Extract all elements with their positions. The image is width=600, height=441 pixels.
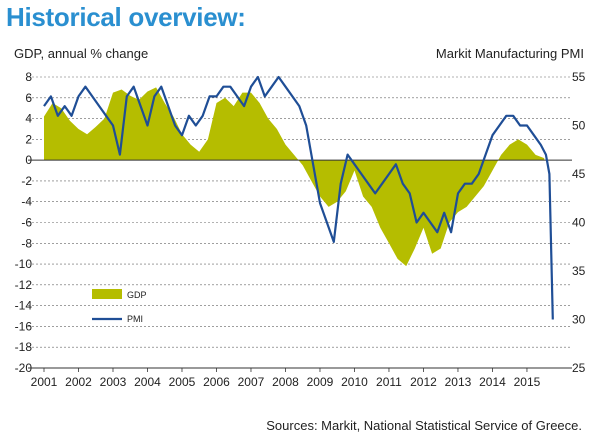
- x-tick-label: 2014: [479, 375, 506, 389]
- y2-tick-label: 25: [572, 361, 586, 375]
- x-tick-label: 2008: [272, 375, 299, 389]
- x-tick-label: 2003: [100, 375, 127, 389]
- y2-tick-label: 35: [572, 264, 586, 278]
- y-axis-label-left: GDP, annual % change: [14, 46, 149, 61]
- legend-label-pmi: PMI: [127, 314, 143, 324]
- y2-tick-label: 50: [572, 119, 586, 133]
- y-tick-label: 6: [25, 91, 32, 105]
- y2-tick-label: 45: [572, 167, 586, 181]
- y-tick-label: 2: [25, 132, 32, 146]
- y-tick-label: 4: [25, 112, 32, 126]
- x-tick-label: 2004: [134, 375, 161, 389]
- pmi-line: [43, 75, 554, 320]
- y-tick-label: 8: [25, 70, 32, 84]
- y-tick-label: -2: [21, 174, 32, 188]
- y-tick-label: -10: [15, 257, 33, 271]
- y-tick-label: -18: [15, 340, 33, 354]
- legend-swatch-gdp: [92, 289, 122, 299]
- x-tick-label: 2006: [203, 375, 230, 389]
- x-tick-label: 2015: [514, 375, 541, 389]
- x-tick-label: 2002: [65, 375, 92, 389]
- y2-tick-label: 40: [572, 216, 586, 230]
- y-tick-label: -14: [15, 299, 33, 313]
- page-title: Historical overview:: [6, 2, 246, 32]
- x-tick-label: 2009: [307, 375, 334, 389]
- y-tick-label: -12: [15, 278, 33, 292]
- x-tick-label: 2001: [31, 375, 58, 389]
- y-tick-label: -16: [15, 319, 33, 333]
- source-note: Sources: Markit, National Statistical Se…: [266, 418, 582, 433]
- x-tick-label: 2005: [169, 375, 196, 389]
- x-tick-label: 2013: [445, 375, 472, 389]
- y2-tick-label: 30: [572, 313, 586, 327]
- legend-label-gdp: GDP: [127, 290, 147, 300]
- y-tick-label: -20: [15, 361, 33, 375]
- y2-tick-label: 55: [572, 70, 586, 84]
- x-tick-label: 2011: [376, 375, 402, 389]
- y-tick-label: -4: [21, 195, 32, 209]
- y-axis-label-right: Markit Manufacturing PMI: [435, 46, 584, 61]
- y-tick-label: -8: [21, 236, 32, 250]
- x-tick-label: 2007: [238, 375, 265, 389]
- x-tick-label: 2012: [410, 375, 437, 389]
- x-tick-label: 2010: [341, 375, 368, 389]
- y-tick-label: -6: [21, 216, 32, 230]
- gdp-area: [44, 87, 545, 267]
